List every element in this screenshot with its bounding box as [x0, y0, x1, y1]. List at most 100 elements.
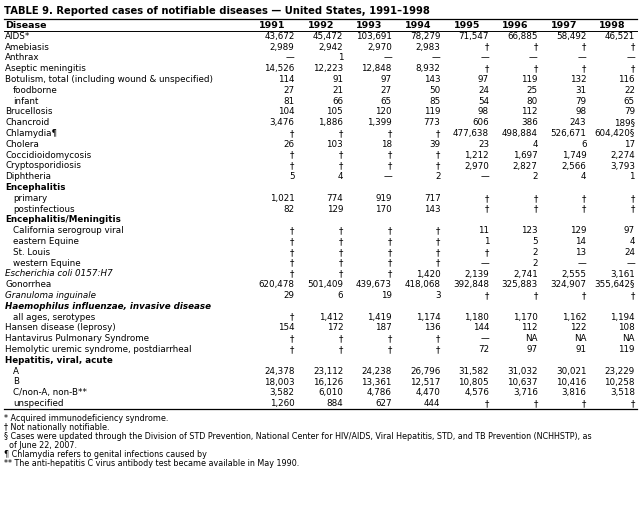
Text: 1994: 1994 [405, 21, 431, 30]
Text: 97: 97 [527, 345, 538, 354]
Text: 4: 4 [338, 172, 343, 181]
Text: 501,409: 501,409 [307, 280, 343, 289]
Text: Hansen disease (leprosy): Hansen disease (leprosy) [5, 324, 116, 332]
Text: 119: 119 [521, 75, 538, 84]
Text: †: † [485, 291, 489, 300]
Text: 2,827: 2,827 [513, 162, 538, 170]
Text: Hantavirus Pulmonary Syndrome: Hantavirus Pulmonary Syndrome [5, 334, 149, 343]
Text: 1,170: 1,170 [513, 313, 538, 322]
Text: Encephalitis: Encephalitis [5, 183, 65, 192]
Text: †: † [290, 129, 295, 138]
Text: 31: 31 [575, 86, 587, 95]
Text: 116: 116 [619, 75, 635, 84]
Text: 4: 4 [629, 237, 635, 246]
Text: 717: 717 [424, 194, 440, 203]
Text: †: † [339, 248, 343, 257]
Text: 604,420§: 604,420§ [595, 129, 635, 138]
Text: St. Louis: St. Louis [13, 248, 50, 257]
Text: Cholera: Cholera [5, 140, 39, 149]
Text: 439,673: 439,673 [356, 280, 392, 289]
Text: California serogroup viral: California serogroup viral [13, 226, 124, 235]
Text: †: † [388, 237, 392, 246]
Text: 25: 25 [527, 86, 538, 95]
Text: NA: NA [574, 334, 587, 343]
Text: 112: 112 [521, 108, 538, 116]
Text: —: — [383, 53, 392, 63]
Text: †: † [582, 194, 587, 203]
Text: 170: 170 [375, 205, 392, 214]
Text: †: † [339, 151, 343, 160]
Text: Coccidioidomycosis: Coccidioidomycosis [5, 151, 91, 160]
Text: 3,816: 3,816 [562, 388, 587, 397]
Text: 6: 6 [581, 140, 587, 149]
Text: Anthrax: Anthrax [5, 53, 40, 63]
Text: 98: 98 [478, 108, 489, 116]
Text: 22: 22 [624, 86, 635, 95]
Text: * Acquired immunodeficiency syndrome.: * Acquired immunodeficiency syndrome. [4, 414, 169, 423]
Text: †: † [436, 151, 440, 160]
Text: †: † [436, 334, 440, 343]
Text: NA: NA [622, 334, 635, 343]
Text: —: — [286, 53, 295, 63]
Text: 8,932: 8,932 [415, 64, 440, 73]
Text: †: † [339, 334, 343, 343]
Text: †: † [388, 151, 392, 160]
Text: 3,161: 3,161 [610, 269, 635, 279]
Text: 1: 1 [338, 53, 343, 63]
Text: 13,361: 13,361 [362, 378, 392, 386]
Text: 46,521: 46,521 [604, 32, 635, 41]
Text: †: † [485, 43, 489, 52]
Text: 39: 39 [429, 140, 440, 149]
Text: †: † [436, 162, 440, 170]
Text: †: † [388, 345, 392, 354]
Text: 324,907: 324,907 [551, 280, 587, 289]
Text: Diphtheria: Diphtheria [5, 172, 51, 181]
Text: 79: 79 [624, 108, 635, 116]
Text: 129: 129 [570, 226, 587, 235]
Text: 606: 606 [472, 119, 489, 127]
Text: 103,691: 103,691 [356, 32, 392, 41]
Text: 65: 65 [624, 96, 635, 106]
Text: 418,068: 418,068 [404, 280, 440, 289]
Text: †: † [339, 129, 343, 138]
Text: 2,983: 2,983 [415, 43, 440, 52]
Text: 1,697: 1,697 [513, 151, 538, 160]
Text: 1: 1 [483, 237, 489, 246]
Text: 19: 19 [381, 291, 392, 300]
Text: —: — [383, 172, 392, 181]
Text: 103: 103 [326, 140, 343, 149]
Text: 2,566: 2,566 [562, 162, 587, 170]
Text: 78,279: 78,279 [410, 32, 440, 41]
Text: 1,399: 1,399 [367, 119, 392, 127]
Text: C/non-A, non-B**: C/non-A, non-B** [13, 388, 87, 397]
Text: †: † [339, 259, 343, 268]
Text: 98: 98 [575, 108, 587, 116]
Text: Granuloma inguinale: Granuloma inguinale [5, 291, 96, 300]
Text: †: † [631, 194, 635, 203]
Text: western Equine: western Equine [13, 259, 81, 268]
Text: 1,194: 1,194 [610, 313, 635, 322]
Text: †: † [485, 205, 489, 214]
Text: †: † [631, 205, 635, 214]
Text: 14: 14 [576, 237, 587, 246]
Text: †: † [388, 248, 392, 257]
Text: 1997: 1997 [551, 21, 578, 30]
Text: †: † [582, 205, 587, 214]
Text: Haemophilus influenzae, invasive disease: Haemophilus influenzae, invasive disease [5, 302, 211, 311]
Text: 620,478: 620,478 [258, 280, 295, 289]
Text: 1,749: 1,749 [562, 151, 587, 160]
Text: primary: primary [13, 194, 47, 203]
Text: 4,576: 4,576 [464, 388, 489, 397]
Text: †: † [582, 291, 587, 300]
Text: 18,003: 18,003 [264, 378, 295, 386]
Text: 1,419: 1,419 [367, 313, 392, 322]
Text: 884: 884 [326, 399, 343, 408]
Text: 444: 444 [424, 399, 440, 408]
Text: 2,741: 2,741 [513, 269, 538, 279]
Text: 1,886: 1,886 [319, 119, 343, 127]
Text: 18: 18 [381, 140, 392, 149]
Text: †: † [388, 226, 392, 235]
Text: 4: 4 [581, 172, 587, 181]
Text: 3: 3 [435, 291, 440, 300]
Text: †: † [290, 313, 295, 322]
